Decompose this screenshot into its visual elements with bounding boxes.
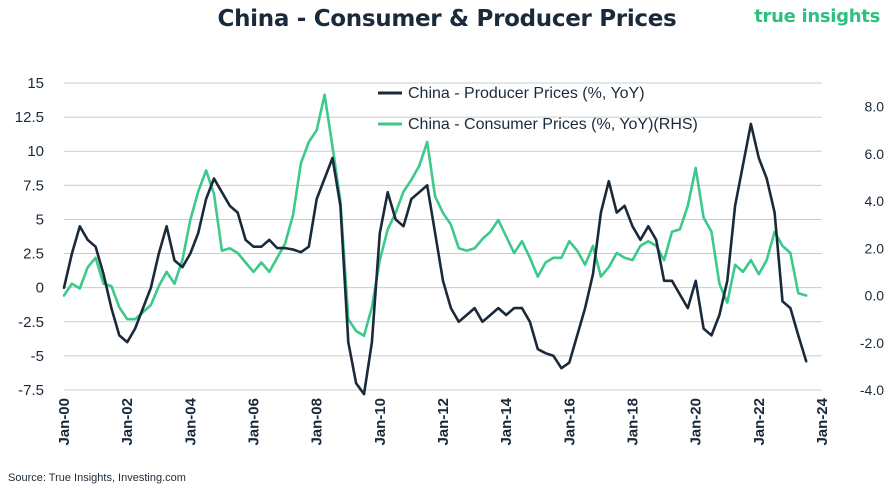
source-note: Source: True Insights, Investing.com	[8, 472, 186, 484]
series-lines	[62, 93, 808, 396]
right-tick-label: 4.0	[865, 193, 885, 209]
right-tick-label: 0.0	[865, 288, 885, 304]
x-tick-label: Jan-20	[688, 398, 705, 446]
left-tick-label: 0	[36, 280, 44, 297]
left-axis-ticks: -7.5 -5 -2.5 0 2.5 5 7.5 10 12.5 15	[15, 75, 44, 399]
page-title: China - Consumer & Producer Prices	[217, 6, 677, 32]
x-tick-label: Jan-06	[246, 398, 263, 446]
x-tick-label: Jan-22	[751, 398, 768, 446]
x-tick-label: Jan-14	[498, 397, 515, 445]
legend-label: China - Consumer Prices (%, YoY)(RHS)	[408, 116, 698, 133]
right-tick-label: -4.0	[860, 382, 884, 398]
left-tick-label: -7.5	[18, 382, 44, 399]
x-tick-label: Jan-18	[625, 398, 642, 446]
right-axis-ticks: -4.0 -2.0 0.0 2.0 4.0 6.0 8.0	[860, 99, 884, 398]
left-tick-label: -2.5	[18, 314, 44, 331]
left-tick-label: 5	[36, 211, 44, 228]
left-tick-label: 15	[27, 75, 44, 92]
x-tick-label: Jan-24	[814, 397, 831, 445]
x-axis-ticks: Jan-00 Jan-02 Jan-04 Jan-06 Jan-08 Jan-10 Jan-…	[56, 397, 831, 445]
left-tick-label: 10	[27, 143, 44, 160]
legend-label: China - Producer Prices (%, YoY)	[408, 85, 645, 102]
x-tick-label: Jan-02	[119, 398, 136, 446]
left-tick-label: 12.5	[15, 109, 44, 126]
left-tick-label: 2.5	[23, 246, 44, 263]
legend: China - Producer Prices (%, YoY) China - …	[378, 85, 698, 133]
brand-logo: true insights	[754, 6, 880, 27]
right-tick-label: 2.0	[865, 240, 885, 256]
right-tick-label: 8.0	[865, 99, 885, 115]
x-tick-label: Jan-00	[56, 398, 73, 446]
x-tick-label: Jan-16	[561, 398, 578, 446]
right-tick-label: 6.0	[865, 146, 885, 162]
x-tick-label: Jan-04	[182, 397, 199, 445]
left-tick-label: -5	[31, 348, 44, 365]
right-tick-label: -2.0	[860, 335, 884, 351]
ppi-series-line	[62, 122, 808, 396]
cpi-series-line	[62, 93, 808, 338]
left-tick-label: 7.5	[23, 177, 44, 194]
x-tick-label: Jan-12	[435, 398, 452, 446]
x-tick-label: Jan-08	[309, 398, 326, 446]
x-tick-label: Jan-10	[372, 398, 389, 446]
